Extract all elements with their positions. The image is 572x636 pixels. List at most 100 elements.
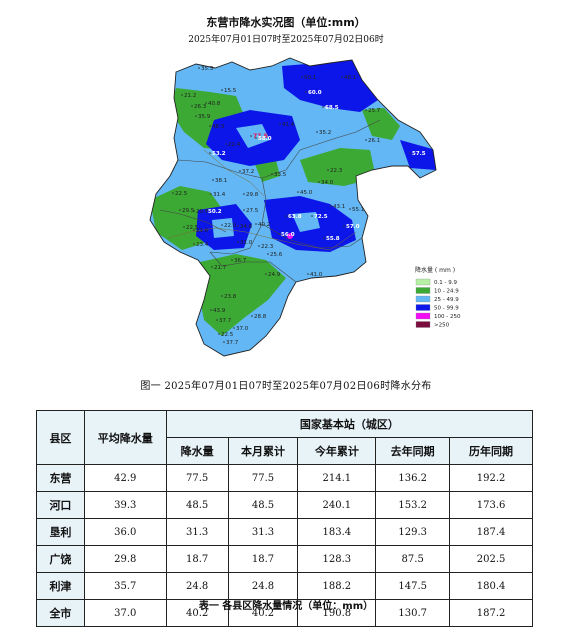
station-dot — [211, 266, 213, 268]
table-cell-hist: 192.2 — [449, 464, 533, 492]
station-value: 58.0 — [258, 136, 272, 142]
station-dot — [305, 91, 307, 93]
station-dot — [239, 170, 241, 172]
station-dot — [278, 233, 280, 235]
col-group-national-station: 国家基本站（城区） — [165, 410, 534, 438]
station-value: 22.3 — [330, 168, 343, 174]
legend-swatch — [415, 295, 431, 303]
station-dot — [243, 209, 245, 211]
table-cell-rain: 24.8 — [165, 572, 229, 600]
legend-swatch — [415, 287, 431, 294]
station-value: 22.5 — [221, 332, 234, 338]
map-title: 东营市降水实况图（单位:mm） — [206, 16, 366, 29]
station-dot — [221, 224, 223, 226]
station-value: 31.0 — [240, 240, 253, 246]
station-value: 21.6 — [196, 228, 209, 234]
station-dot — [265, 273, 267, 275]
station-value: 63.8 — [288, 214, 302, 220]
station-value: 55.1 — [352, 207, 364, 213]
station-value: 24.9 — [268, 272, 281, 278]
table-cell-county: 东营 — [36, 464, 85, 492]
table-cell-county: 垦利 — [36, 518, 85, 546]
table-cell-hist: 202.5 — [449, 545, 533, 573]
station-dot — [316, 131, 318, 133]
station-value: 37.7 — [219, 318, 232, 324]
station-dot — [205, 102, 207, 104]
col-year-total: 今年累计 — [297, 437, 377, 465]
legend-label: 25 - 49.9 — [434, 297, 459, 303]
legend-label: 100 - 250 — [434, 314, 461, 320]
table-cell-county: 利津 — [36, 572, 85, 600]
table-cell-hist: 187.2 — [449, 599, 533, 627]
legend-swatch — [415, 304, 431, 311]
table-cell-month: 31.3 — [227, 518, 299, 546]
station-value: 15.5 — [224, 88, 237, 94]
station-value: 22.5 — [175, 191, 188, 197]
table-cell-year: 188.2 — [297, 572, 377, 600]
station-dot — [205, 210, 207, 212]
station-value: 37.7 — [226, 340, 239, 346]
station-dot — [285, 215, 287, 217]
station-dot — [327, 169, 329, 171]
station-dot — [250, 135, 252, 137]
station-dot — [322, 106, 324, 108]
station-value: 35.3 — [201, 66, 214, 72]
station-dot — [221, 89, 223, 91]
table-cell-avg: 35.7 — [83, 572, 167, 600]
station-value: 27.5 — [246, 208, 259, 214]
station-dot — [218, 333, 220, 335]
station-dot — [221, 295, 223, 297]
station-dot — [341, 76, 343, 78]
station-dot — [271, 173, 273, 175]
station-value: 50.1 — [304, 75, 316, 81]
table-cell-last: 129.3 — [375, 518, 451, 546]
station-labels: 35.3 50.1 48.1 21.2 15.5 40.8 35.948.3 53.2 77.5… — [172, 66, 426, 346]
station-value: 37.2 — [242, 169, 254, 175]
station-value: 35.2 — [319, 130, 331, 136]
legend-swatch — [415, 312, 431, 320]
station-value: 50.2 — [208, 209, 222, 215]
station-dot — [330, 205, 332, 207]
table-cell-month: 24.8 — [227, 572, 299, 600]
station-dot — [255, 223, 257, 225]
station-dot — [193, 210, 195, 212]
station-value: 48.3 — [212, 124, 225, 130]
station-value: 60.0 — [308, 90, 322, 96]
table-cell-year: 240.1 — [297, 491, 377, 519]
table-cell-rain: 77.5 — [165, 464, 229, 492]
station-dot — [231, 259, 233, 261]
table-cell-last: 136.2 — [375, 464, 451, 492]
station-value: 21.7 — [214, 265, 227, 271]
table-cell-avg: 39.3 — [83, 491, 167, 519]
station-value: 34.6 — [240, 224, 253, 230]
station-value: 72.5 — [314, 214, 328, 220]
station-dot — [243, 193, 245, 195]
station-value: 22.4 — [228, 142, 241, 148]
table-cell-last: 87.5 — [375, 545, 451, 573]
station-dot — [225, 143, 227, 145]
station-dot — [233, 327, 235, 329]
col-historical: 历年同期 — [449, 437, 533, 465]
table-cell-month: 18.7 — [227, 545, 299, 573]
table-cell-rain: 18.7 — [165, 545, 229, 573]
station-value: 25.6 — [270, 252, 283, 258]
station-dot — [172, 192, 174, 194]
station-dot — [216, 319, 218, 321]
station-dot — [255, 137, 257, 139]
table-cell-county: 全市 — [36, 599, 85, 627]
legend-title: 降水量 ( mm ) — [415, 266, 455, 274]
col-county: 县区 — [36, 410, 85, 465]
station-dot — [209, 152, 211, 154]
station-dot — [209, 125, 211, 127]
table-row: 全市 37.0 40.2 40.2 190.8 130.7 187.2 — [36, 599, 533, 627]
station-value: 43.9 — [213, 308, 226, 314]
col-last-year: 去年同期 — [375, 437, 451, 465]
table-row: 广饶 29.8 18.7 18.7 128.3 87.5 202.5 — [36, 545, 533, 573]
station-dot — [183, 226, 185, 228]
station-dot — [267, 253, 269, 255]
legend-label: 0.1 - 9.9 — [434, 280, 457, 286]
legend-label: 10 - 24.9 — [434, 289, 459, 295]
station-dot — [365, 139, 367, 141]
station-dot — [343, 225, 345, 227]
table-cell-avg: 42.9 — [83, 464, 167, 492]
